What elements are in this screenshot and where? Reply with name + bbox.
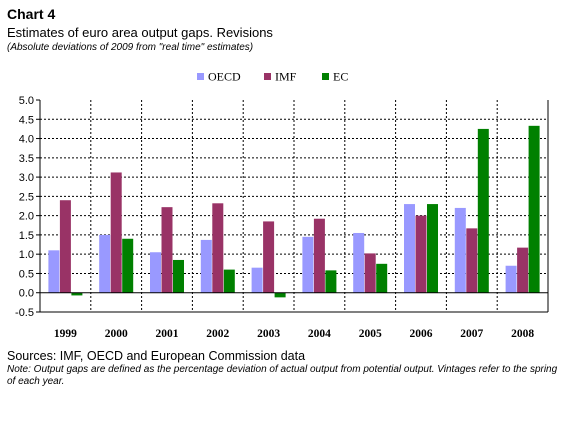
chart-subtitle: (Absolute deviations of 2009 from "real … [7, 42, 254, 53]
bar-imf-1999 [59, 200, 71, 293]
bar-imf-2002 [212, 203, 224, 293]
legend-swatch-imf [264, 73, 271, 80]
bar-oecd-1999 [48, 250, 60, 293]
bar-oecd-2000 [99, 234, 111, 293]
y-tick-label: -0.5 [15, 307, 34, 319]
y-tick-label: 1.5 [19, 230, 34, 242]
y-tick-label: 4.0 [19, 134, 34, 146]
x-tick-label: 2005 [359, 328, 382, 340]
legend-swatch-oecd [197, 73, 204, 80]
bar-oecd-2001 [150, 252, 161, 293]
bar-imf-2004 [313, 218, 325, 293]
bar-ec-2003 [274, 292, 286, 298]
x-tick-label: 2006 [410, 328, 433, 340]
chart-number: Chart 4 [7, 6, 56, 22]
note-text: Note: Output gaps are defined as the per… [7, 364, 558, 387]
y-tick-label: 2.0 [19, 211, 34, 223]
bar-oecd-2005 [353, 232, 365, 293]
bar-imf-2003 [263, 221, 275, 293]
x-tick-label: 2000 [105, 328, 128, 340]
bar-ec-2001 [173, 259, 184, 293]
bar-oecd-2006 [404, 204, 415, 293]
legend-swatch-ec [322, 73, 329, 80]
x-tick-label: 2003 [257, 328, 280, 340]
bar-oecd-2003 [251, 267, 263, 293]
bar-oecd-2002 [200, 239, 212, 293]
x-tick-label: 2002 [206, 328, 229, 340]
source-text: Sources: IMF, OECD and European Commissi… [7, 349, 306, 363]
bar-ec-1999 [71, 292, 83, 296]
x-tick-label: 2001 [156, 328, 179, 340]
bar-oecd-2008 [505, 265, 517, 293]
bar-chart: OECD IMF EC 5.0 4.5 4.0 3.5 3.0 2.5 2.0 1.5 1.0 0.5 0… [15, 70, 549, 340]
bar-ec-2004 [325, 270, 337, 293]
bar-imf-2006 [415, 215, 427, 293]
y-tick-label: 3.0 [19, 172, 34, 184]
bar-ec-2005 [376, 263, 388, 293]
y-tick-label: 1.0 [19, 249, 34, 261]
bar-imf-2000 [110, 172, 122, 293]
y-tick-label: 2.5 [19, 191, 34, 203]
bar-oecd-2007 [454, 207, 466, 293]
bar-ec-2002 [223, 269, 235, 293]
y-tick-label: 5.0 [19, 95, 34, 107]
chart-title: Estimates of euro area output gaps. Revi… [7, 25, 273, 40]
bar-imf-2005 [364, 253, 376, 293]
x-tick-label: 2004 [308, 328, 331, 340]
bar-ec-2006 [427, 204, 438, 293]
x-tick-label: 2007 [460, 328, 483, 340]
legend-label-oecd: OECD [208, 70, 241, 84]
legend-label-imf: IMF [275, 70, 297, 84]
bar-ec-2000 [122, 238, 134, 293]
y-tick-label: 0.0 [19, 288, 34, 300]
legend-label-ec: EC [333, 70, 348, 84]
bar-ec-2008 [528, 125, 540, 293]
x-tick-label: 2008 [511, 328, 534, 340]
y-tick-label: 4.5 [19, 114, 34, 126]
bar-imf-2008 [517, 247, 529, 293]
bar-ec-2007 [477, 128, 489, 293]
y-tick-label: 0.5 [19, 268, 34, 280]
bar-imf-2007 [466, 228, 478, 293]
x-tick-label: 1999 [54, 328, 77, 340]
bar-imf-2001 [161, 207, 173, 293]
y-tick-label: 3.5 [19, 153, 34, 165]
bar-oecd-2004 [302, 236, 314, 293]
